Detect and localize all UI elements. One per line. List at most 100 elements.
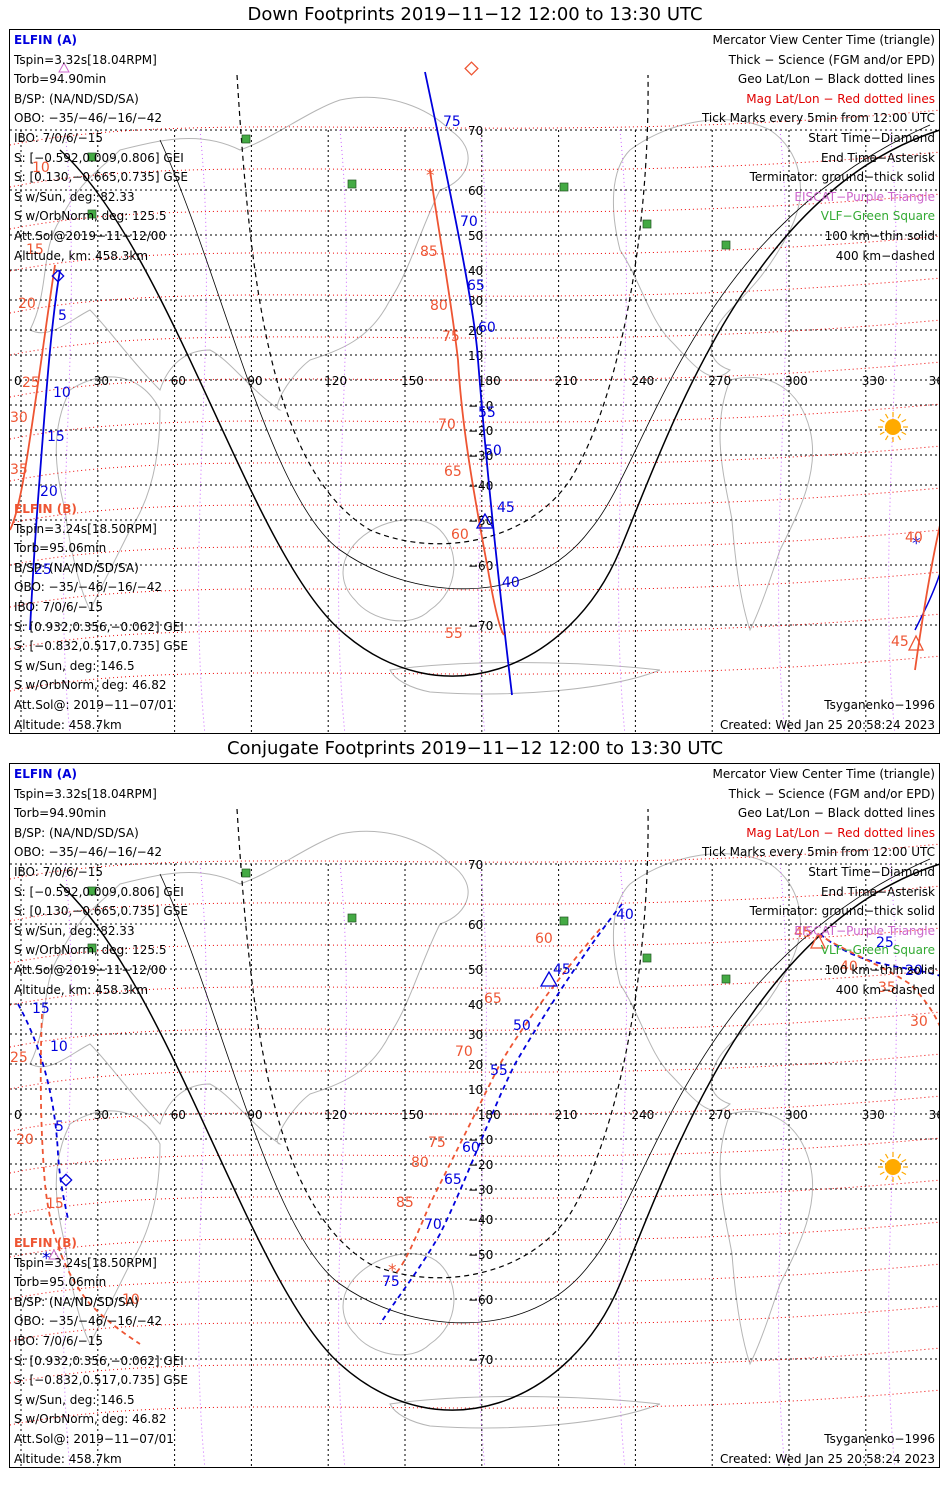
elfin-b-tick-label: 70	[455, 1044, 473, 1060]
asterisk-end-icon: *	[388, 1261, 397, 1281]
legend-item: Terminator: ground−thick solid	[749, 170, 935, 185]
elfin-a-info-line: B/SP: (NA/ND/SD/SA)	[14, 91, 139, 106]
vlf-square-icon	[721, 974, 731, 984]
lon-tick-label: 30	[94, 1108, 109, 1122]
lat-tick-label: 20	[468, 1058, 483, 1072]
legend-item: Tick Marks every 5min from 12:00 UTC	[701, 845, 935, 860]
elfin-a-track-wrap	[914, 573, 939, 631]
lon-tick-label: 0	[14, 1108, 22, 1122]
elfin-a-info-line: Att.Sol@2019−11−12/00	[14, 962, 167, 977]
diamond-start-icon	[464, 61, 479, 76]
lat-tick-label: 70	[468, 858, 483, 872]
elfin-a-tick-label: 65	[444, 1172, 462, 1188]
legend-item: 100 km−thin solid	[824, 962, 935, 977]
elfin-a-tick-label: 20	[40, 484, 58, 500]
model-name: Tsyganenko−1996	[824, 1432, 935, 1446]
elfin-b-info-line: S w/Sun, deg: 146.5	[14, 1392, 135, 1407]
lon-tick-label: 60	[171, 374, 186, 388]
elfin-b-tick-label: 40	[840, 959, 858, 975]
elfin-b-tick-label: 30	[10, 410, 28, 426]
legend-item: End Time−Asterisk	[820, 884, 935, 899]
lon-tick-label: 30	[94, 374, 109, 388]
elfin-b-info-line: B/SP: (NA/ND/SD/SA)	[14, 1294, 139, 1309]
lon-tick-label: 90	[247, 374, 262, 388]
elfin-b-info-line: S w/OrbNorm, deg: 46.82	[14, 1412, 167, 1427]
lon-tick-label: 120	[324, 1108, 347, 1122]
elfin-b-info-line: Att.Sol@: 2019−11−07/01	[14, 1431, 174, 1446]
legend-item: Start Time−Diamond	[808, 864, 935, 879]
lat-tick-label: 60	[468, 184, 483, 198]
elfin-a-info-line: S w/OrbNorm, deg: 125.5	[14, 943, 167, 958]
lat-tick-label: 50	[468, 229, 483, 243]
elfin-b-tick-label: 75	[442, 329, 460, 345]
sun-disk	[885, 1159, 901, 1175]
lat-tick-label: −60	[468, 1293, 493, 1307]
sun-ray	[879, 418, 885, 423]
diamond-start-icon	[51, 269, 65, 283]
axis-labels: 0 30 60 90 120 150 180 210 240 270 300 330 360 70 60 50…	[14, 858, 940, 1367]
lon-tick-label: 240	[631, 1108, 654, 1122]
sun-ray	[901, 418, 907, 423]
coastline-2	[342, 519, 455, 622]
legend-item: 100 km−thin solid	[824, 228, 935, 243]
coastline-0	[29, 830, 469, 1145]
terminator-100km	[159, 858, 931, 1324]
legend-item: Geo Lat/Lon − Black dotted lines	[737, 806, 935, 821]
lat-tick-label: 10	[468, 349, 483, 363]
elfin-a-tick-label: 5	[55, 1119, 64, 1135]
lat-tick-label: 60	[468, 918, 483, 932]
elfin-b-info-line: Altitude: 458.7km	[14, 717, 122, 732]
elfin-b-info-line: S w/Sun, deg: 146.5	[14, 658, 135, 673]
panel-conjugate: 0 30 60 90 120 150 180 210 240 270 300 330 360 70 60 50…	[9, 763, 940, 1468]
legend-item: Mag Lat/Lon − Red dotted lines	[746, 91, 935, 106]
vlf-square-icon	[87, 886, 97, 896]
mag-meridian	[478, 129, 487, 733]
lat-tick-label: −20	[468, 424, 493, 438]
sun-ray	[897, 413, 902, 419]
legend-item: Geo Lat/Lon − Black dotted lines	[737, 72, 935, 87]
vlf-square-icon	[347, 913, 357, 923]
lat-tick-label: −70	[468, 1353, 493, 1367]
lon-tick-label: 150	[401, 1108, 424, 1122]
elfin-b-tick-label: 45	[891, 634, 909, 650]
elfin-b-tick-label: 45	[794, 925, 812, 941]
elfin-b-tick-label: 25	[22, 375, 40, 391]
lon-tick-label: 120	[324, 374, 347, 388]
legend-item: Thick − Science (FGM and/or EPD)	[728, 52, 935, 67]
sun-ray	[897, 1153, 902, 1159]
lon-tick-label: 360	[929, 1108, 940, 1122]
lat-tick-label: −10	[468, 399, 493, 413]
vlf-stations	[87, 134, 731, 250]
legend-item: Thick − Science (FGM and/or EPD)	[728, 786, 935, 801]
elfin-a-track-wrap	[819, 933, 939, 977]
sun-ray	[901, 1158, 907, 1163]
coastline-1	[55, 1110, 161, 1346]
elfin-b-tick-label: 20	[18, 296, 36, 312]
vlf-square-icon	[87, 152, 97, 162]
mag-meridian	[338, 863, 347, 1467]
lon-tick-label: 270	[708, 374, 731, 388]
elfin-b-tick-label: 65	[484, 991, 502, 1007]
elfin-b-tick-label: 65	[444, 464, 462, 480]
vlf-square-icon	[642, 219, 652, 229]
lat-tick-label: −20	[468, 1158, 493, 1172]
sun-ray	[884, 435, 889, 441]
triangle-center-icon	[809, 932, 827, 949]
elfin-a-tick-label: 60	[462, 1140, 480, 1156]
vlf-square-icon	[559, 916, 569, 926]
elfin-b-tick-label: 75	[428, 1135, 446, 1151]
elfin-b-tick-label: 80	[430, 298, 448, 314]
elfin-a-info-line: B/SP: (NA/ND/SD/SA)	[14, 825, 139, 840]
elfin-a-info-line: Torb=94.90min	[14, 806, 107, 821]
elfin-b-info-line: Altitude: 458.7km	[14, 1451, 122, 1466]
sun-icon	[878, 412, 908, 442]
mag-meridian	[618, 129, 627, 733]
lon-tick-label: 180	[478, 1108, 501, 1122]
elfin-b-info-line: OBO: −35/−46/−16/−42	[14, 580, 162, 595]
lon-tick-label: 300	[785, 374, 808, 388]
lat-tick-label: 10	[468, 1083, 483, 1097]
elfin-a-info-line: S w/OrbNorm, deg: 125.5	[14, 209, 167, 224]
geo-grid	[10, 863, 939, 1467]
elfin-b-heading: ELFIN (B)	[14, 1236, 77, 1250]
lat-tick-label: −40	[468, 1213, 493, 1227]
